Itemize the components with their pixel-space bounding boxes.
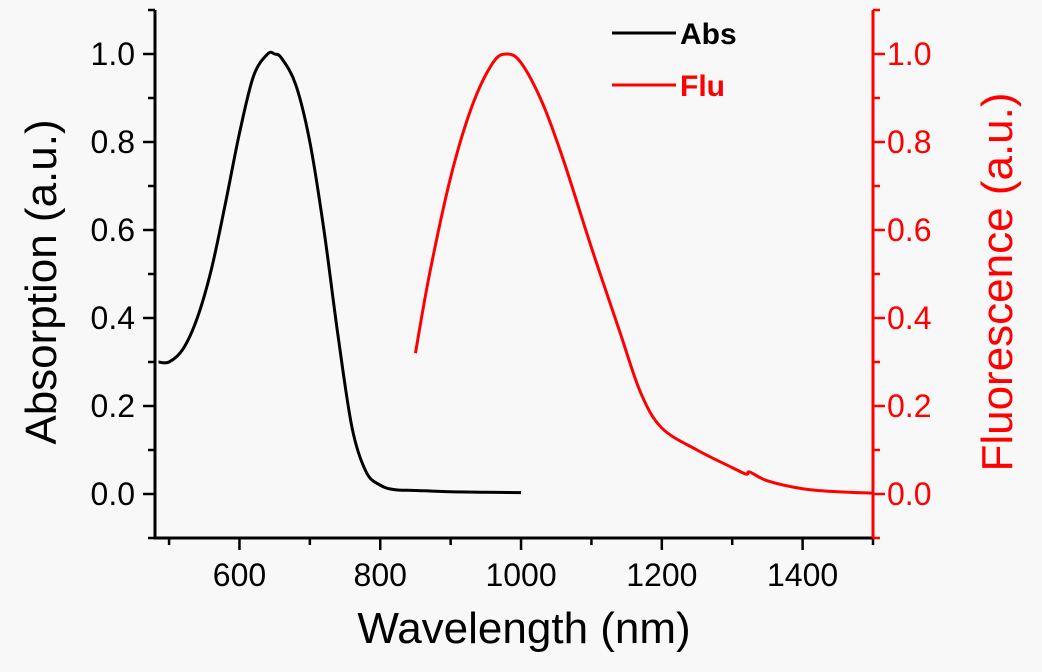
- x-tick-label: 1400: [767, 557, 838, 593]
- legend-label-flu: Flu: [680, 70, 725, 103]
- x-tick-label: 1000: [485, 557, 556, 593]
- series-line-abs: [158, 50, 522, 495]
- left-y-tick-label: 0.6: [91, 212, 135, 248]
- right-y-tick-label: 0.6: [887, 212, 931, 248]
- plot-area: [158, 50, 874, 495]
- right-y-tick-label: 1.0: [887, 36, 931, 72]
- x-axis-title: Wavelength (nm): [357, 604, 690, 653]
- right-y-tick-label: 0.4: [887, 300, 931, 336]
- right-y-axis-title: Fluorescence (a.u.): [973, 92, 1022, 471]
- right-y-tick-label: 0.8: [887, 124, 931, 160]
- x-tick-label: 1200: [626, 557, 697, 593]
- legend-label-abs: Abs: [680, 18, 737, 51]
- right-y-tick-label: 0.2: [887, 388, 931, 424]
- left-y-tick-label: 0.4: [91, 300, 135, 336]
- left-y-tick-label: 0.8: [91, 124, 135, 160]
- left-y-axis-title: Absorption (a.u.): [17, 119, 66, 444]
- legend: Abs Flu: [612, 18, 737, 103]
- series-line-flu: [413, 52, 874, 495]
- left-y-tick-label: 0.2: [91, 388, 135, 424]
- x-tick-label: 800: [354, 557, 407, 593]
- x-tick-label: 600: [213, 557, 266, 593]
- axes-group: 600 800 1000 1200 1400 0.0 0.0 0.2 0.2 0.4 0.4 0.6 0…: [91, 8, 931, 593]
- left-y-tick-label: 1.0: [91, 36, 135, 72]
- left-y-tick-label: 0.0: [91, 476, 135, 512]
- right-y-tick-label: 0.0: [887, 476, 931, 512]
